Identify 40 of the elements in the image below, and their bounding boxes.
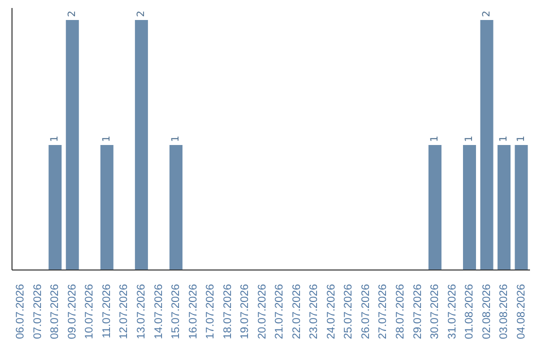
x-tick-label: 30.07.2026 bbox=[429, 284, 442, 340]
data-label: 2 bbox=[66, 10, 78, 17]
x-tick-label: 08.07.2026 bbox=[49, 284, 62, 340]
x-tick-label: 23.07.2026 bbox=[308, 284, 320, 340]
data-label: 1 bbox=[516, 136, 527, 142]
data-label: 2 bbox=[136, 10, 147, 17]
x-tick-label: 04.08.2026 bbox=[515, 284, 528, 340]
x-tick-label: 01.08.2026 bbox=[464, 284, 476, 340]
x-tick-label: 27.07.2026 bbox=[377, 284, 390, 340]
x-tick-label: 16.07.2026 bbox=[187, 284, 200, 340]
x-tick-label: 22.07.2026 bbox=[290, 284, 303, 340]
x-tick-label: 07.07.2026 bbox=[32, 284, 44, 340]
x-tick-label: 20.07.2026 bbox=[256, 284, 268, 340]
x-tick-label: 12.07.2026 bbox=[118, 284, 130, 340]
x-tick-label: 19.07.2026 bbox=[239, 284, 252, 340]
x-tick-label: 29.07.2026 bbox=[412, 284, 424, 340]
x-tick-label: 24.07.2026 bbox=[325, 284, 338, 340]
data-label: 1 bbox=[170, 136, 182, 142]
x-tick-label: 25.07.2026 bbox=[342, 284, 355, 340]
x-tick-label: 14.07.2026 bbox=[152, 284, 165, 340]
data-label: 1 bbox=[498, 136, 510, 142]
x-tick-label: 13.07.2026 bbox=[136, 284, 148, 340]
data-label: 1 bbox=[50, 136, 61, 142]
x-tick-label: 21.07.2026 bbox=[274, 284, 286, 340]
x-tick-label: 28.07.2026 bbox=[394, 284, 406, 340]
data-label: 1 bbox=[464, 136, 476, 142]
x-tick-label: 18.07.2026 bbox=[222, 284, 234, 340]
x-tick-label: 09.07.2026 bbox=[66, 284, 78, 340]
data-label: 1 bbox=[101, 136, 112, 142]
x-tick-label: 10.07.2026 bbox=[84, 284, 96, 340]
x-tick-label: 03.08.2026 bbox=[498, 284, 510, 340]
x-tick-label: 17.07.2026 bbox=[204, 284, 217, 340]
x-tick-label: 15.07.2026 bbox=[170, 284, 182, 340]
x-tick-label: 11.07.2026 bbox=[100, 284, 113, 338]
x-tick-label: 31.07.2026 bbox=[446, 284, 458, 340]
data-label: 2 bbox=[481, 10, 492, 17]
data-label: 1 bbox=[429, 136, 440, 142]
x-tick-label: 02.08.2026 bbox=[480, 284, 493, 340]
x-tick-label: 06.07.2026 bbox=[14, 284, 27, 340]
x-tick-label: 26.07.2026 bbox=[360, 284, 372, 340]
